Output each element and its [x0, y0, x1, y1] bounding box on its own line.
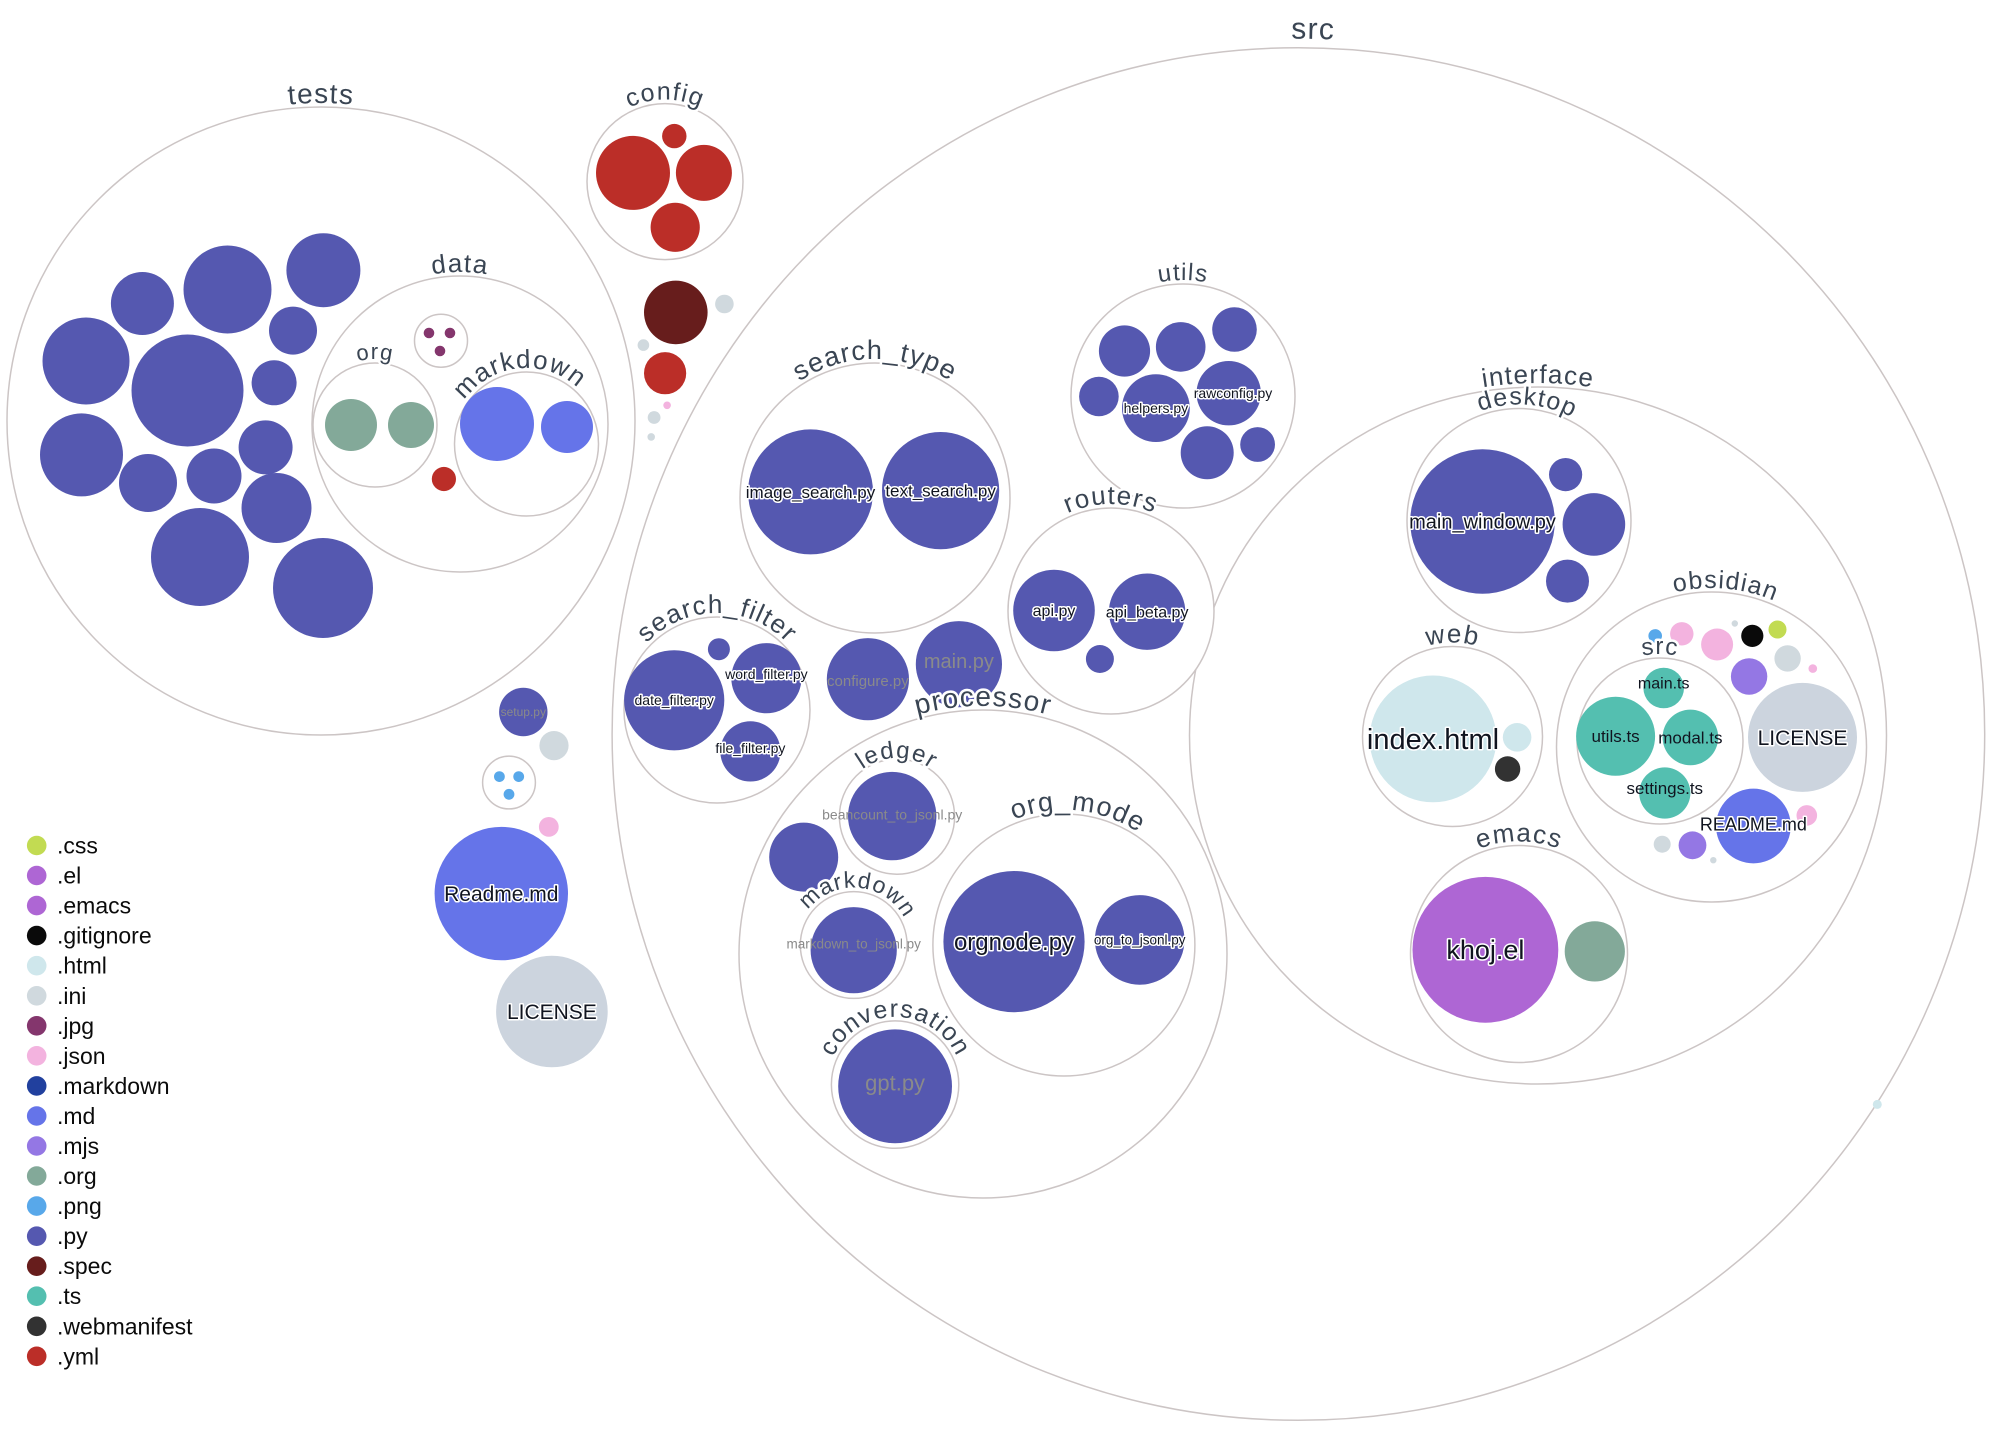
- svg-text:.html: .html: [57, 953, 107, 979]
- svg-text:processor: processor: [911, 681, 1055, 721]
- svg-text:main.py: main.py: [924, 651, 994, 673]
- svg-text:.emacs: .emacs: [57, 893, 131, 919]
- svg-text:src: src: [1640, 633, 1681, 662]
- svg-text:utils.ts: utils.ts: [1592, 727, 1640, 746]
- svg-text:helpers.py: helpers.py: [1124, 400, 1189, 416]
- svg-text:.json: .json: [57, 1043, 106, 1069]
- svg-text:gpt.py: gpt.py: [865, 1071, 925, 1096]
- svg-text:src: src: [1291, 13, 1336, 47]
- svg-text:.org: .org: [57, 1163, 97, 1189]
- svg-text:api_beta.py: api_beta.py: [1106, 604, 1189, 621]
- svg-text:api.py: api.py: [1033, 603, 1076, 620]
- svg-text:orgnode.py: orgnode.py: [954, 929, 1074, 956]
- svg-text:modal.ts: modal.ts: [1658, 728, 1722, 747]
- svg-text:.markdown: .markdown: [57, 1073, 169, 1099]
- svg-text:org_to_jsonl.py: org_to_jsonl.py: [1094, 933, 1186, 948]
- svg-text:.webmanifest: .webmanifest: [57, 1313, 193, 1339]
- svg-text:beancount_to_jsonl.py: beancount_to_jsonl.py: [822, 806, 962, 822]
- svg-text:text_search.py: text_search.py: [885, 482, 996, 501]
- svg-text:image_search.py: image_search.py: [746, 483, 876, 502]
- svg-text:markdown_to_jsonl.py: markdown_to_jsonl.py: [787, 937, 922, 952]
- svg-text:.yml: .yml: [57, 1343, 99, 1369]
- svg-text:.png: .png: [57, 1193, 102, 1219]
- svg-text:date_filter.py: date_filter.py: [635, 692, 714, 708]
- svg-text:.jpg: .jpg: [57, 1013, 94, 1039]
- svg-text:configure.py: configure.py: [827, 673, 909, 690]
- svg-text:Readme.md: Readme.md: [444, 883, 558, 906]
- svg-text:LICENSE: LICENSE: [507, 1001, 597, 1024]
- svg-text:.py: .py: [57, 1223, 88, 1249]
- svg-text:main_window.py: main_window.py: [1409, 512, 1556, 534]
- svg-text:tests: tests: [286, 78, 355, 111]
- svg-text:index.html: index.html: [1367, 724, 1499, 756]
- svg-text:README.md: README.md: [1700, 814, 1807, 834]
- svg-text:.md: .md: [57, 1103, 95, 1129]
- svg-text:rawconfig.py: rawconfig.py: [1194, 385, 1273, 401]
- svg-text:khoj.el: khoj.el: [1446, 935, 1524, 965]
- svg-text:.css: .css: [57, 833, 98, 859]
- svg-text:LICENSE: LICENSE: [1758, 727, 1848, 750]
- svg-text:settings.ts: settings.ts: [1627, 779, 1704, 798]
- svg-text:.mjs: .mjs: [57, 1133, 99, 1159]
- svg-text:file_filter.py: file_filter.py: [715, 740, 785, 756]
- svg-text:.gitignore: .gitignore: [57, 923, 152, 949]
- svg-text:.ini: .ini: [57, 983, 86, 1009]
- svg-text:word_filter.py: word_filter.py: [724, 666, 807, 682]
- svg-text:org: org: [354, 339, 396, 366]
- svg-text:main.ts: main.ts: [1638, 676, 1690, 693]
- svg-text:.spec: .spec: [57, 1253, 112, 1279]
- svg-text:data: data: [429, 248, 490, 280]
- svg-text:web: web: [1422, 618, 1482, 651]
- svg-text:setup.py: setup.py: [501, 705, 546, 719]
- svg-text:utils: utils: [1156, 259, 1211, 288]
- svg-text:.ts: .ts: [57, 1283, 81, 1309]
- svg-text:.el: .el: [57, 863, 81, 889]
